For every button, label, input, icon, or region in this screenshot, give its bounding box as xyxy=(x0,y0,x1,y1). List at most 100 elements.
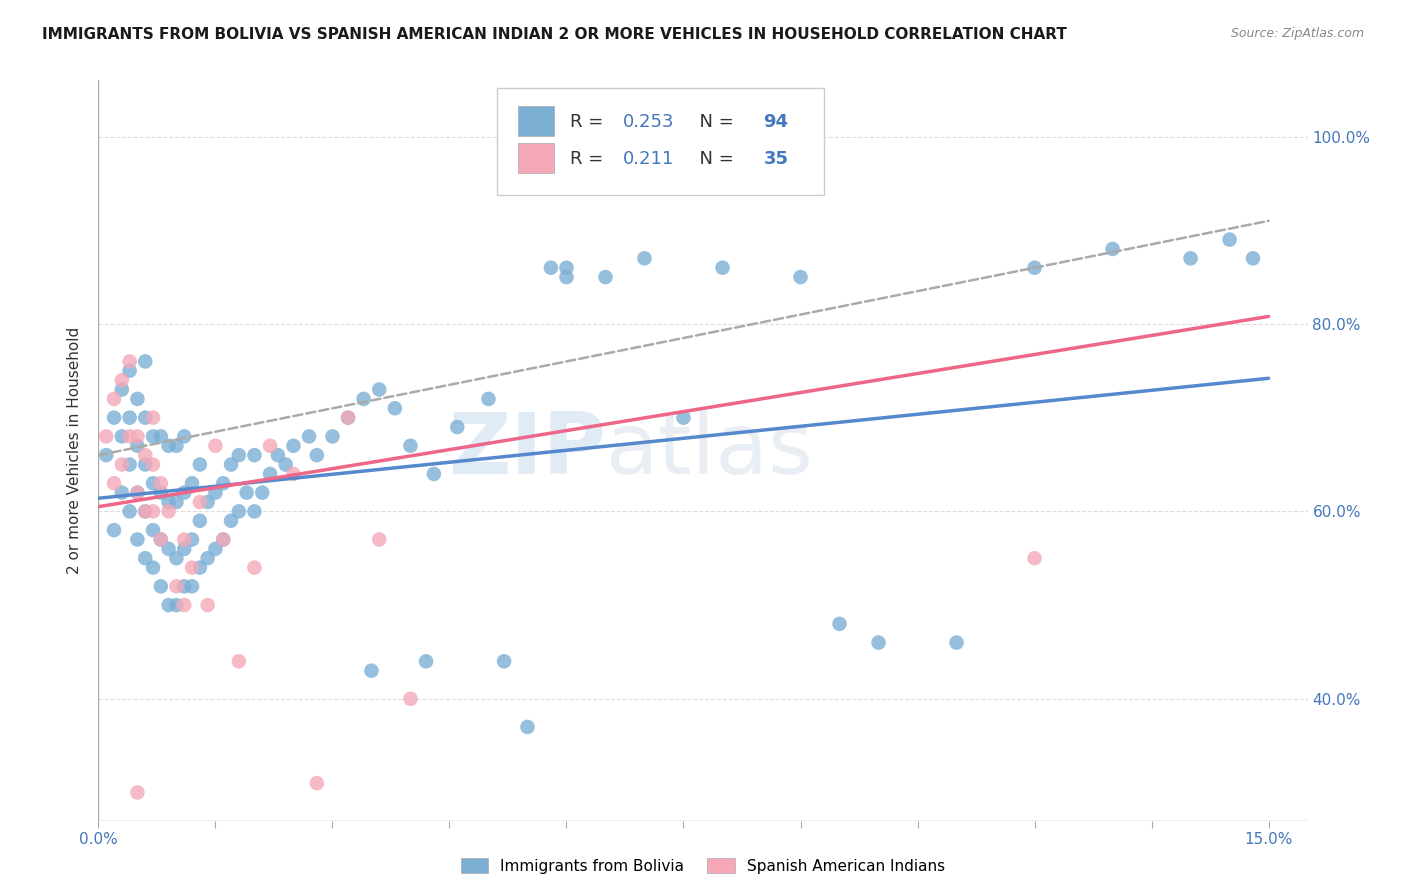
Point xyxy=(283,439,305,453)
Point xyxy=(149,476,172,491)
Point xyxy=(1180,252,1202,266)
Point xyxy=(111,383,134,397)
Point xyxy=(283,467,305,481)
Text: 35: 35 xyxy=(763,151,789,169)
Point xyxy=(142,504,165,518)
Point xyxy=(157,439,180,453)
Point xyxy=(127,785,149,799)
Point xyxy=(142,458,165,472)
Point xyxy=(555,260,578,275)
Point xyxy=(165,551,187,566)
Point xyxy=(235,485,257,500)
Text: 0.253: 0.253 xyxy=(623,113,675,131)
Point xyxy=(142,523,165,537)
Point xyxy=(134,458,156,472)
Text: R =: R = xyxy=(569,151,614,169)
FancyBboxPatch shape xyxy=(498,87,824,195)
Point xyxy=(219,514,242,528)
Point xyxy=(1024,551,1046,566)
Point xyxy=(415,654,437,668)
Point xyxy=(321,429,343,443)
Point xyxy=(96,429,118,443)
Point xyxy=(142,429,165,443)
Text: 0.211: 0.211 xyxy=(623,151,675,169)
Point xyxy=(399,439,422,453)
Point xyxy=(173,541,195,556)
Point xyxy=(188,514,211,528)
Point xyxy=(212,533,235,547)
Point xyxy=(228,504,250,518)
Point xyxy=(111,458,134,472)
Y-axis label: 2 or more Vehicles in Household: 2 or more Vehicles in Household xyxy=(67,326,83,574)
Point xyxy=(555,270,578,285)
Point xyxy=(516,720,538,734)
Point xyxy=(181,476,204,491)
Point xyxy=(157,495,180,509)
Point xyxy=(711,260,734,275)
Text: N =: N = xyxy=(689,113,740,131)
Point xyxy=(188,458,211,472)
Point xyxy=(165,495,187,509)
Point xyxy=(134,448,156,462)
Point xyxy=(134,410,156,425)
Point xyxy=(633,252,655,266)
Point xyxy=(142,476,165,491)
Point xyxy=(446,420,468,434)
Point xyxy=(305,448,328,462)
Point xyxy=(868,635,890,649)
Text: ZIP: ZIP xyxy=(449,409,606,492)
Point xyxy=(142,410,165,425)
FancyBboxPatch shape xyxy=(517,144,554,173)
Point xyxy=(134,551,156,566)
Point xyxy=(1219,233,1241,247)
Point xyxy=(149,429,172,443)
Point xyxy=(157,541,180,556)
Point xyxy=(219,458,242,472)
Point xyxy=(259,439,281,453)
Point xyxy=(197,495,219,509)
Text: atlas: atlas xyxy=(606,409,814,492)
Point xyxy=(188,495,211,509)
Point xyxy=(118,354,141,368)
Point xyxy=(672,410,695,425)
Text: IMMIGRANTS FROM BOLIVIA VS SPANISH AMERICAN INDIAN 2 OR MORE VEHICLES IN HOUSEHO: IMMIGRANTS FROM BOLIVIA VS SPANISH AMERI… xyxy=(42,27,1067,42)
Point xyxy=(173,485,195,500)
Point xyxy=(945,635,967,649)
Point xyxy=(181,560,204,574)
Point xyxy=(157,598,180,612)
Point xyxy=(173,429,195,443)
Point xyxy=(103,523,125,537)
Text: Source: ZipAtlas.com: Source: ZipAtlas.com xyxy=(1230,27,1364,40)
Point xyxy=(368,383,391,397)
Point xyxy=(111,485,134,500)
Point xyxy=(134,504,156,518)
Point xyxy=(118,458,141,472)
Point xyxy=(103,410,125,425)
Point xyxy=(181,579,204,593)
Text: N =: N = xyxy=(689,151,740,169)
Point xyxy=(477,392,499,406)
Point xyxy=(118,504,141,518)
Point xyxy=(149,533,172,547)
Point xyxy=(204,439,226,453)
Point xyxy=(118,429,141,443)
Point xyxy=(252,485,274,500)
Text: R =: R = xyxy=(569,113,609,131)
Point xyxy=(197,551,219,566)
Point xyxy=(165,598,187,612)
Point xyxy=(111,429,134,443)
Point xyxy=(828,616,851,631)
Point xyxy=(96,448,118,462)
Point xyxy=(298,429,321,443)
Point xyxy=(127,439,149,453)
Point xyxy=(1024,260,1046,275)
Point xyxy=(173,533,195,547)
Point xyxy=(274,458,297,472)
Text: 94: 94 xyxy=(763,113,789,131)
Point xyxy=(134,354,156,368)
Point xyxy=(173,579,195,593)
Point xyxy=(197,598,219,612)
Point xyxy=(118,364,141,378)
Point xyxy=(204,485,226,500)
Point xyxy=(149,533,172,547)
